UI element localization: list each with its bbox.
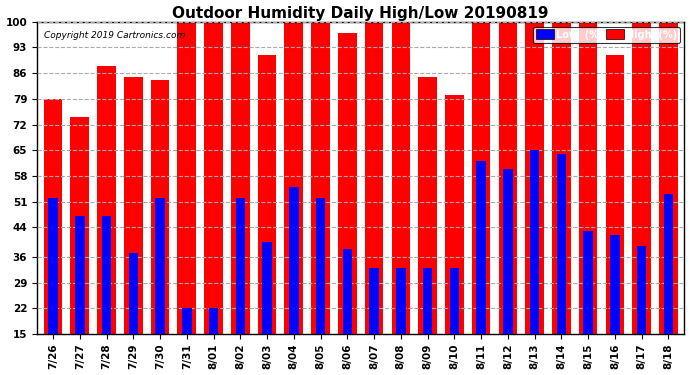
Bar <box>610 235 620 334</box>
Bar <box>369 268 379 334</box>
Bar <box>182 308 192 334</box>
Bar <box>150 81 170 334</box>
Bar <box>338 33 357 334</box>
Bar <box>498 22 518 334</box>
Bar <box>70 117 89 334</box>
Bar <box>606 55 624 334</box>
Bar <box>476 161 486 334</box>
Bar <box>316 198 325 334</box>
Bar <box>445 95 464 334</box>
Bar <box>664 194 673 334</box>
Bar <box>43 99 62 334</box>
Bar <box>124 77 143 334</box>
Bar <box>231 22 250 334</box>
Bar <box>343 249 352 334</box>
Bar <box>262 242 272 334</box>
Bar <box>102 216 111 334</box>
Bar <box>396 268 406 334</box>
Bar <box>503 169 513 334</box>
Bar <box>258 55 277 334</box>
Bar <box>75 216 84 334</box>
Bar <box>552 22 571 334</box>
Bar <box>365 22 384 334</box>
Bar <box>177 22 196 334</box>
Bar <box>418 77 437 334</box>
Bar <box>289 187 299 334</box>
Bar <box>659 22 678 334</box>
Bar <box>579 22 598 334</box>
Bar <box>472 22 491 334</box>
Bar <box>423 268 433 334</box>
Bar <box>236 198 245 334</box>
Bar <box>530 150 540 334</box>
Bar <box>311 22 330 334</box>
Bar <box>155 198 165 334</box>
Bar <box>209 308 218 334</box>
Bar <box>525 22 544 334</box>
Bar <box>637 246 647 334</box>
Title: Outdoor Humidity Daily High/Low 20190819: Outdoor Humidity Daily High/Low 20190819 <box>172 6 549 21</box>
Bar <box>450 268 459 334</box>
Bar <box>284 22 303 334</box>
Bar <box>391 22 411 334</box>
Bar <box>584 231 593 334</box>
Legend: Low  (%), High  (%): Low (%), High (%) <box>533 27 680 43</box>
Bar <box>632 22 651 334</box>
Bar <box>204 22 223 334</box>
Bar <box>557 154 566 334</box>
Bar <box>48 198 58 334</box>
Bar <box>97 66 116 334</box>
Text: Copyright 2019 Cartronics.com: Copyright 2019 Cartronics.com <box>43 31 185 40</box>
Bar <box>128 253 138 334</box>
